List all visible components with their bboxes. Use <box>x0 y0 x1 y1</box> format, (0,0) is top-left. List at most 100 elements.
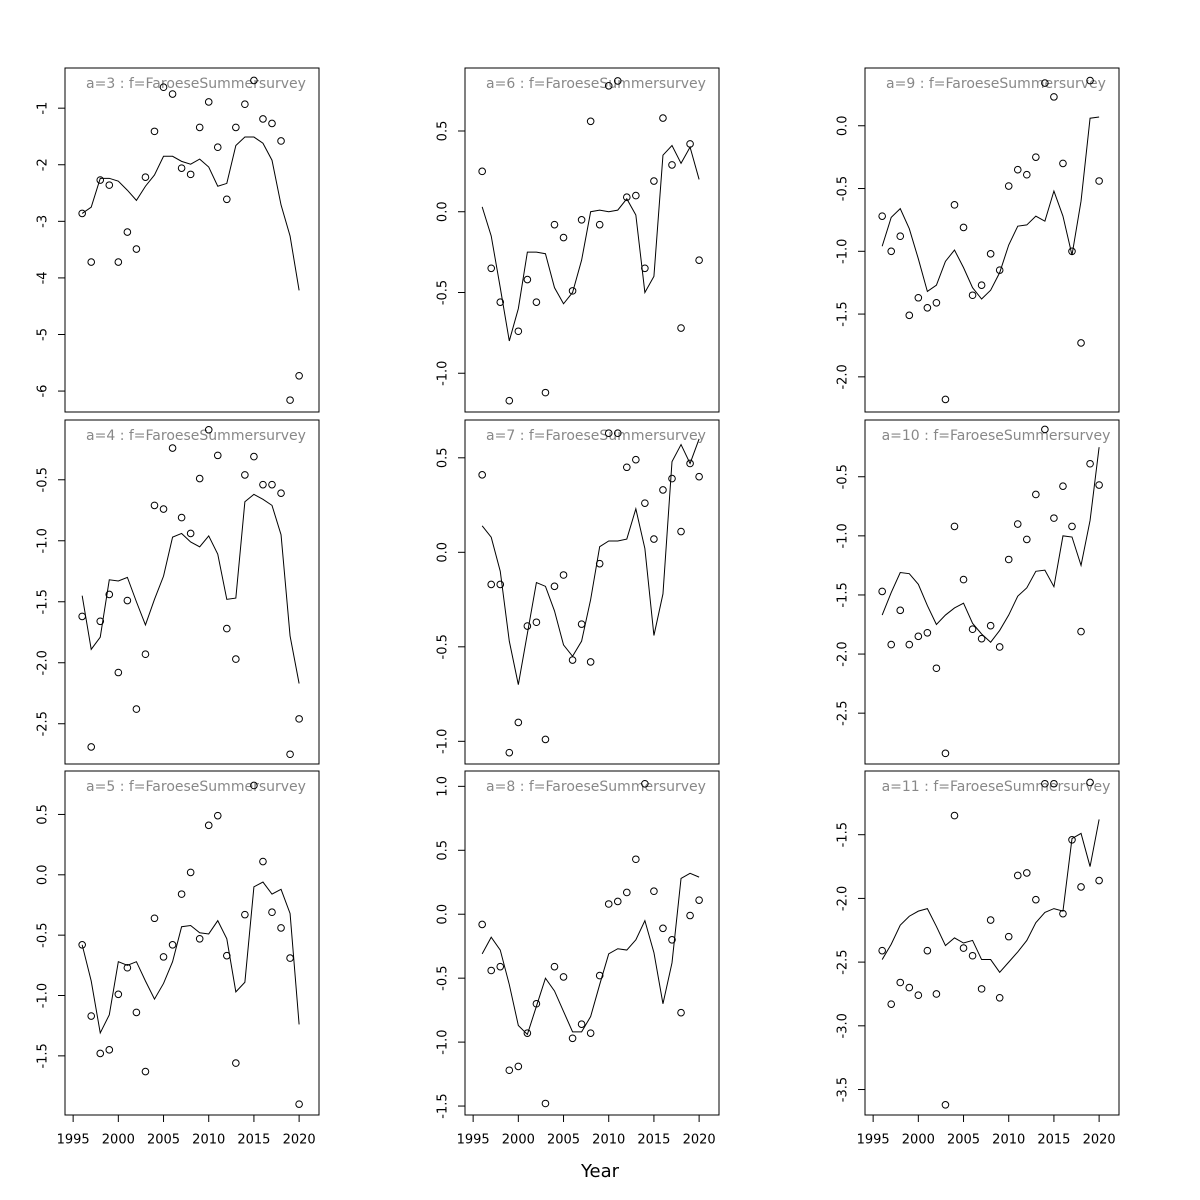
data-point <box>487 264 496 273</box>
data-point <box>613 77 622 85</box>
data-point <box>632 191 640 200</box>
data-point <box>677 1008 685 1017</box>
data-point <box>1013 165 1022 174</box>
data-point <box>650 535 658 543</box>
data-point <box>1077 627 1085 636</box>
data-point <box>123 963 132 972</box>
data-point <box>177 890 186 898</box>
data-point <box>114 258 123 266</box>
plot-frame <box>64 770 320 1116</box>
data-point <box>96 617 105 626</box>
x-tick-label: 1995 <box>57 1133 90 1148</box>
data-point <box>577 216 586 224</box>
fit-line <box>81 136 300 291</box>
data-point <box>532 618 541 627</box>
data-point <box>514 718 523 727</box>
data-point <box>1023 869 1031 877</box>
x-tick-label: 2015 <box>237 1133 270 1148</box>
x-tick-label: 2000 <box>902 1133 935 1148</box>
data-point <box>96 1049 105 1058</box>
data-point <box>896 978 905 987</box>
data-point <box>78 941 86 949</box>
data-point <box>268 119 276 128</box>
data-point <box>87 1012 96 1020</box>
y-tick-label: 0.5 <box>436 840 451 861</box>
fit-line <box>481 438 700 685</box>
data-point <box>1095 876 1103 885</box>
data-point <box>887 247 896 256</box>
data-point <box>932 664 941 673</box>
data-point <box>259 115 267 123</box>
data-point <box>941 1101 950 1109</box>
data-point <box>550 220 559 229</box>
data-point <box>950 811 959 820</box>
panel-title: a=6 : f=FaroeseSummersurvey <box>486 76 706 92</box>
data-point <box>1041 779 1049 788</box>
x-tick-label: 2015 <box>1037 1133 1070 1148</box>
data-point <box>559 233 568 242</box>
data-point <box>505 396 514 405</box>
data-point <box>141 173 150 181</box>
data-point <box>114 990 123 999</box>
data-point <box>914 991 923 1000</box>
data-point <box>523 622 532 630</box>
plot-frame <box>464 419 720 765</box>
data-point <box>1050 779 1058 788</box>
y-tick-label: 0.0 <box>436 904 451 925</box>
y-tick-label: -1.0 <box>36 983 51 1008</box>
plot-frame <box>864 770 1120 1116</box>
data-point <box>1050 514 1058 522</box>
data-point <box>87 258 96 266</box>
y-tick-label: 0.0 <box>836 115 851 136</box>
data-point <box>213 143 222 152</box>
data-point <box>195 474 204 483</box>
y-tick-label: -0.5 <box>36 467 51 492</box>
panel-title: a=4 : f=FaroeseSummersurvey <box>86 428 306 444</box>
data-point <box>1013 871 1022 880</box>
y-tick-label: 1.0 <box>436 776 451 797</box>
data-point <box>613 429 622 438</box>
panel-title: a=3 : f=FaroeseSummersurvey <box>86 76 306 92</box>
x-tick-label: 2015 <box>637 1133 670 1148</box>
y-tick-label: -3 <box>36 215 51 228</box>
fit-line <box>881 447 1100 643</box>
data-point <box>905 983 914 992</box>
y-tick-label: -0.5 <box>36 922 51 947</box>
y-tick-label: -1 <box>36 102 51 115</box>
data-point <box>632 455 640 464</box>
data-point <box>541 735 550 744</box>
data-point <box>204 821 213 830</box>
plot-frame <box>64 419 320 765</box>
data-point <box>623 463 631 472</box>
data-point <box>896 606 905 615</box>
y-tick-label: -1.5 <box>836 582 851 607</box>
data-point <box>1023 170 1031 179</box>
y-tick-label: -2.5 <box>836 949 851 974</box>
data-point <box>123 228 132 236</box>
data-point <box>523 275 532 284</box>
x-tick-label: 2005 <box>947 1133 980 1148</box>
y-tick-label: -2.0 <box>836 641 851 666</box>
data-point <box>168 444 177 452</box>
data-point <box>478 920 486 929</box>
data-point <box>668 936 676 944</box>
data-point <box>604 81 613 90</box>
y-tick-label: -0.5 <box>436 965 451 990</box>
data-point <box>150 501 159 510</box>
data-point <box>177 164 186 172</box>
data-point <box>632 855 640 864</box>
data-point <box>523 1029 532 1037</box>
data-point <box>695 896 703 904</box>
data-point <box>950 201 959 209</box>
y-tick-label: -0.5 <box>436 634 451 659</box>
panel-title: a=9 : f=FaroeseSummersurvey <box>886 76 1106 92</box>
data-point <box>995 643 1004 651</box>
data-point <box>241 100 249 109</box>
data-point <box>959 944 968 952</box>
x-tick-label: 2020 <box>1083 1133 1116 1148</box>
data-point <box>559 571 568 579</box>
data-point <box>268 908 276 917</box>
y-tick-label: -2.0 <box>836 886 851 911</box>
data-point <box>1086 459 1094 468</box>
data-point <box>159 83 168 92</box>
